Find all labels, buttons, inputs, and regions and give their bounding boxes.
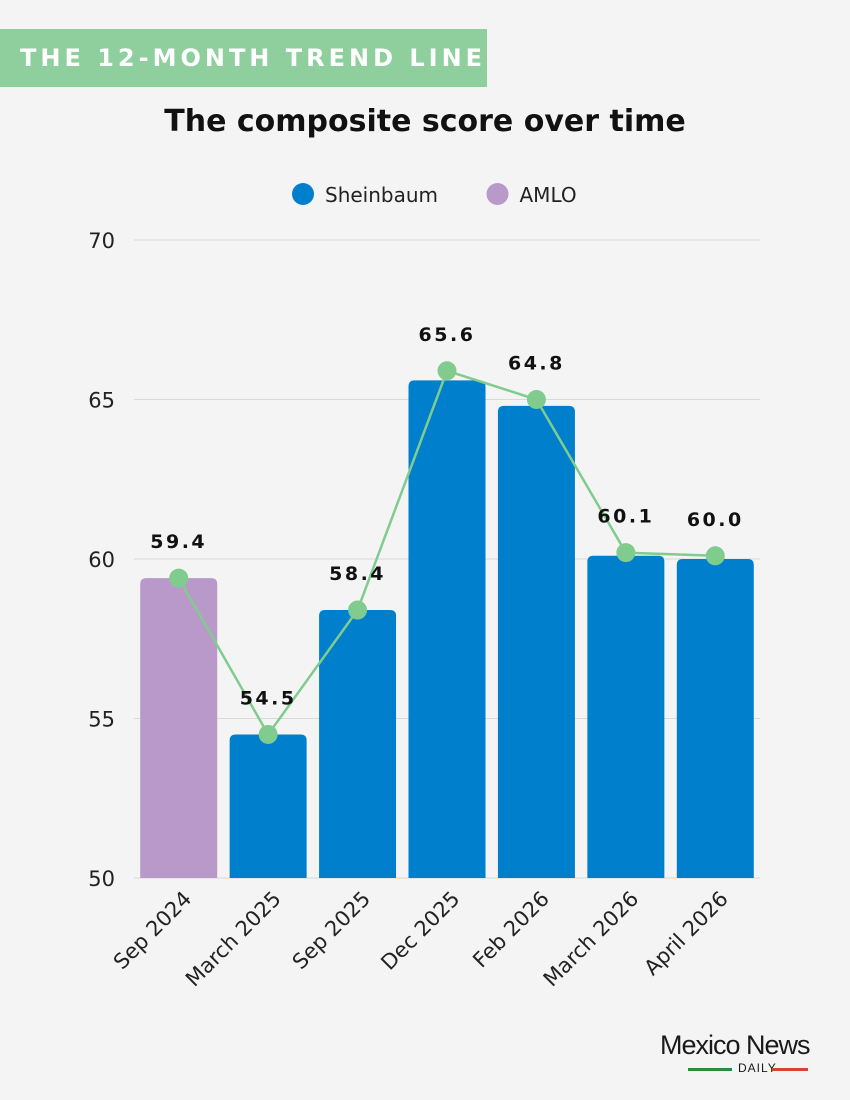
- trend-point: [616, 543, 636, 563]
- x-tick-label: Sep 2024: [109, 887, 196, 974]
- legend-swatch: [486, 183, 509, 205]
- bar: [140, 578, 218, 878]
- logo-green-rule: [688, 1068, 732, 1071]
- publisher-logo: Mexico News DAILY: [660, 1030, 835, 1075]
- trend-point: [526, 390, 546, 409]
- x-tick-label: March 2025: [181, 887, 286, 992]
- legend-swatch: [292, 183, 314, 205]
- x-tick-label: Dec 2025: [376, 887, 464, 975]
- y-tick-label: 50: [88, 867, 115, 891]
- data-label: 64.8: [508, 353, 565, 375]
- bar: [587, 555, 665, 878]
- trend-point: [169, 568, 189, 588]
- bar: [676, 559, 754, 878]
- data-label: 65.6: [419, 324, 476, 346]
- data-label: 60.0: [687, 509, 744, 531]
- logo-sub: DAILY: [688, 1061, 808, 1075]
- bar: [408, 380, 486, 878]
- logo-main-text: Mexico News: [660, 1030, 811, 1060]
- x-tick-label: April 2026: [639, 887, 732, 980]
- x-tick-label: March 2026: [539, 887, 644, 992]
- trend-point: [437, 361, 457, 381]
- y-tick-label: 60: [88, 548, 115, 572]
- bar: [229, 734, 307, 878]
- bar-chart: 50 55 60 65 70 Sheinbaum AMLO 59.4 54.5 58.4 65.6 6…: [88, 183, 760, 992]
- bar: [319, 610, 397, 878]
- y-tick-label: 70: [88, 229, 115, 253]
- bar: [497, 405, 575, 878]
- chart-title: The composite score over time: [164, 104, 686, 139]
- data-label: 58.4: [329, 563, 386, 585]
- data-label: 59.4: [150, 531, 207, 553]
- y-tick-label: 65: [88, 389, 115, 413]
- logo-sub-text: DAILY: [738, 1061, 777, 1075]
- logo-red-rule: [772, 1068, 808, 1071]
- legend-label: AMLO: [520, 183, 577, 207]
- trend-point: [258, 724, 278, 744]
- trend-point: [348, 600, 368, 620]
- y-tick-label: 55: [88, 708, 115, 732]
- section-banner: THE 12-MONTH TREND LINE: [0, 29, 487, 87]
- x-tick-label: Sep 2025: [288, 887, 375, 974]
- legend-label: Sheinbaum: [325, 183, 438, 207]
- trend-point: [705, 546, 725, 566]
- data-label: 54.5: [240, 687, 297, 709]
- x-tick-label: Feb 2026: [468, 887, 554, 973]
- data-label: 60.1: [597, 506, 654, 528]
